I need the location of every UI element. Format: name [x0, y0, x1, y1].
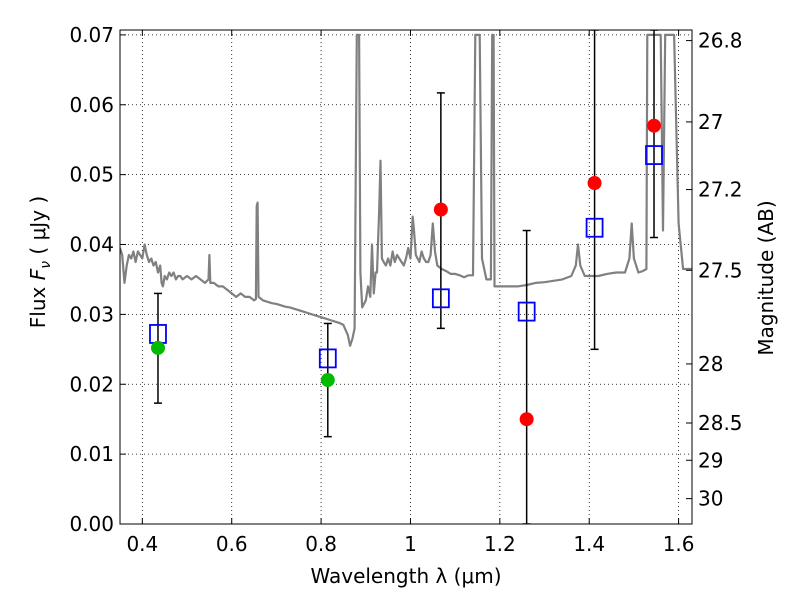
right-tick-label: 27	[698, 110, 723, 134]
model-flux-square	[517, 301, 536, 322]
right-tick-label: 28	[698, 352, 723, 376]
y-tick-label: 0.03	[69, 302, 114, 326]
y-axis-title-right: Magnitude (AB)	[754, 200, 778, 355]
y-tick-label: 0.04	[69, 233, 114, 257]
right-tick-label: 28.5	[698, 411, 743, 435]
y-tick-label: 0.05	[69, 163, 114, 187]
y-axis-title-suffix: ( μJy )	[26, 196, 50, 261]
y-tick-label: 0.01	[69, 442, 114, 466]
plot-frame	[119, 29, 693, 525]
gridlines	[120, 30, 692, 525]
right-tick-label: 27.5	[698, 258, 743, 282]
x-tick-label: 1.6	[663, 532, 695, 556]
x-tick-label: 0.8	[305, 532, 337, 556]
x-tick-label: 1	[404, 532, 417, 556]
measured-flux-point	[519, 412, 534, 427]
right-tick-label: 29	[698, 448, 723, 472]
measured-flux-point	[647, 118, 662, 133]
measured-flux-point	[433, 202, 448, 217]
right-tick-label: 30	[698, 487, 723, 511]
y-tick-label: 0.06	[69, 93, 114, 117]
right-tick-label: 26.8	[698, 29, 743, 53]
x-tick-label: 0.6	[216, 532, 248, 556]
y-axis-title-prefix: Flux	[26, 280, 50, 328]
y-axis-title-subscript: ν	[38, 261, 54, 269]
x-tick-label: 1.2	[484, 532, 516, 556]
measured-flux-point	[150, 340, 165, 355]
right-tick-label: 27.2	[698, 178, 743, 202]
model-flux-square	[318, 348, 337, 369]
y-tick-label: 0.02	[69, 372, 114, 396]
axis-ticks: 0.4 0.6 0.8 1 1.2 1.4 1.6 0.00 0.01 0.02 0.03 0.04 0…	[69, 23, 742, 556]
y-tick-label: 0.07	[69, 23, 114, 47]
y-axis-title-symbol: F	[26, 268, 50, 280]
y-axis-title-left: Flux Fν ( μJy )	[26, 196, 54, 328]
model-flux-square	[645, 145, 663, 165]
y-tick-label: 0.00	[69, 512, 114, 536]
model-flux-square	[431, 288, 450, 309]
model-spectrum-line	[120, 33, 692, 347]
x-tick-label: 0.4	[126, 532, 158, 556]
x-axis-title: Wavelength λ (μm)	[310, 564, 501, 588]
plot-area	[120, 30, 692, 524]
model-flux-square	[585, 217, 604, 238]
measured-flux-point	[320, 373, 335, 388]
x-tick-label: 1.4	[573, 532, 605, 556]
measured-flux-point	[587, 176, 602, 191]
